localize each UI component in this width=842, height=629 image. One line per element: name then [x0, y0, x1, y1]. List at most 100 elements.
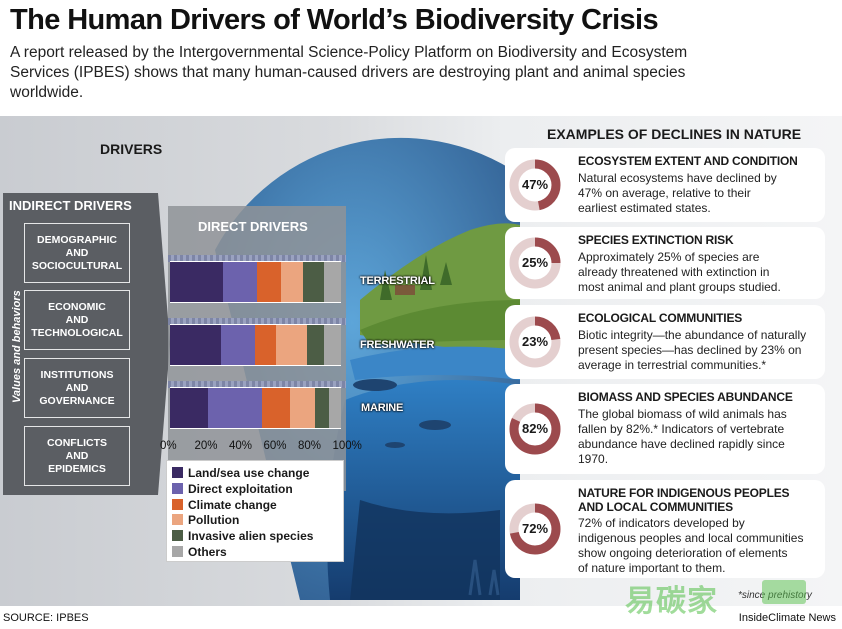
example-description: Biotic integrity—the abundance of natura…	[578, 328, 806, 373]
direct-drivers-title: DIRECT DRIVERS	[198, 219, 308, 234]
donut-fill	[509, 159, 561, 211]
bar-segment	[255, 325, 276, 365]
description-line: show ongoing deterioration of elements	[578, 546, 788, 560]
description-line: The global biomass of wild animals has	[578, 407, 787, 421]
legend-item: Land/sea use change	[172, 466, 309, 480]
bar-segment	[303, 262, 324, 302]
donut-fill	[509, 237, 561, 289]
example-description: The global biomass of wild animals has fa…	[578, 407, 787, 467]
donut-fill	[509, 503, 561, 555]
indirect-drivers-panel	[3, 193, 158, 495]
donut-fill	[509, 403, 561, 455]
legend-label: Invasive alien species	[188, 529, 314, 544]
description-line: average in terrestrial communities.*	[578, 358, 767, 372]
legend-item: Invasive alien species	[172, 529, 313, 543]
bar-segment	[170, 388, 208, 428]
example-description: 72% of indicators developed by indigenous…	[578, 516, 803, 576]
indirect-item: DEMOGRAPHIC AND SOCIOCULTURAL	[24, 223, 130, 283]
bar-segment	[289, 388, 316, 428]
x-tick-label: 60%	[263, 440, 287, 452]
donut-value-label: 23%	[521, 334, 549, 349]
chart-legend: Land/sea use change Direct exploitation Cl…	[166, 460, 344, 562]
legend-item: Pollution	[172, 513, 239, 527]
x-axis-ticks: 0% 20% 40% 60% 80% 100%	[160, 440, 362, 454]
x-tick-label: 0%	[160, 440, 177, 452]
donut-value-label: 72%	[521, 521, 549, 536]
bar-segment	[276, 325, 307, 365]
legend-label: Land/sea use change	[188, 466, 310, 480]
donut-chart	[509, 159, 561, 211]
page-subtitle: A report released by the Intergovernment…	[10, 44, 688, 101]
legend-swatch	[172, 498, 183, 510]
legend-label: Direct exploitation	[188, 481, 293, 496]
donut-value-label: 82%	[521, 421, 549, 436]
example-title: SPECIES EXTINCTION RISK	[578, 233, 734, 247]
bar-segment	[306, 325, 324, 365]
donut-chart	[509, 237, 561, 289]
donut-chart	[509, 403, 561, 455]
bar-marine	[170, 387, 341, 429]
category-label: FRESHWATER	[360, 339, 435, 351]
description-line: most animal and plant groups studied.	[578, 280, 781, 294]
example-card: 25% SPECIES EXTINCTION RISK Approximately …	[505, 227, 825, 299]
bar-terrestrial	[170, 261, 341, 303]
watermark-badge	[762, 580, 806, 604]
example-title: BIOMASS AND SPECIES ABUNDANCE	[578, 390, 793, 404]
description-line: 1970.	[578, 452, 609, 466]
bar-segment	[315, 388, 329, 428]
stripe	[168, 381, 346, 388]
legend-item: Climate change	[172, 498, 277, 512]
indirect-arrow	[158, 193, 170, 495]
description-line: 47% on average, relative to their	[578, 186, 751, 200]
legend-swatch	[172, 467, 183, 478]
example-card: 47% ECOSYSTEM EXTENT AND CONDITION Natural…	[505, 148, 825, 222]
bar-segment	[257, 262, 282, 302]
category-label: MARINE	[361, 402, 404, 414]
description-line: fallen by 82%.* Indicators of vertebrate	[578, 422, 785, 436]
legend-swatch	[172, 530, 183, 542]
publisher-credit: InsideClimate News	[738, 612, 836, 624]
example-title: NATURE FOR INDIGENOUS PEOPLES	[578, 486, 790, 500]
example-title: ECOSYSTEM EXTENT AND CONDITION	[578, 154, 798, 168]
example-card: 23% ECOLOGICAL COMMUNITIES Biotic integrit…	[505, 305, 825, 379]
bar-segment	[262, 388, 290, 428]
donut-value-label: 47%	[521, 177, 549, 192]
donut-chart	[509, 316, 561, 368]
example-description: Natural ecosystems have declined by 47% o…	[578, 171, 777, 216]
example-card: 72% NATURE FOR INDIGENOUS PEOPLES AND LOCA…	[505, 480, 825, 578]
watermark: 易碳家	[625, 585, 718, 618]
description-line: 72% of indicators developed by	[578, 516, 745, 530]
bar-segment	[221, 325, 256, 365]
x-tick-label: 100%	[332, 440, 362, 452]
donut-fill	[509, 316, 561, 368]
source-credit: SOURCE: IPBES	[3, 612, 89, 624]
example-title: AND LOCAL COMMUNITIES	[578, 500, 733, 514]
freshwater-area	[350, 346, 520, 380]
legend-label: Others	[188, 545, 227, 559]
description-line: abundance have declined rapidly since	[578, 437, 785, 451]
example-title: ECOLOGICAL COMMUNITIES	[578, 311, 743, 325]
stripe	[168, 255, 346, 262]
x-tick-label: 80%	[298, 440, 322, 452]
bar-segment	[281, 262, 304, 302]
donut-chart	[509, 503, 561, 555]
bar-segment	[323, 262, 341, 302]
values-behaviors-label: Values and behaviors	[11, 290, 23, 403]
legend-swatch	[172, 514, 183, 526]
bar-segment	[223, 262, 258, 302]
stripe	[168, 318, 346, 325]
x-tick-label: 40%	[229, 440, 253, 452]
donut-value-label: 25%	[521, 255, 549, 270]
page-title: The Human Drivers of World’s Biodiversit…	[10, 4, 659, 36]
bar-segment	[323, 325, 341, 365]
bar-segment	[207, 388, 263, 428]
description-line: of nature important to them.	[578, 561, 726, 575]
legend-label: Climate change	[188, 497, 277, 512]
description-line: Natural ecosystems have declined by	[578, 171, 777, 185]
indirect-item: INSTITUTIONS AND GOVERNANCE	[24, 358, 130, 418]
description-line: already threatened with extinction in	[578, 265, 770, 279]
indirect-drivers-title: INDIRECT DRIVERS	[9, 198, 132, 213]
legend-swatch	[172, 482, 183, 494]
indirect-item: ECONOMIC AND TECHNOLOGICAL	[24, 290, 130, 350]
bar-freshwater	[170, 324, 341, 366]
